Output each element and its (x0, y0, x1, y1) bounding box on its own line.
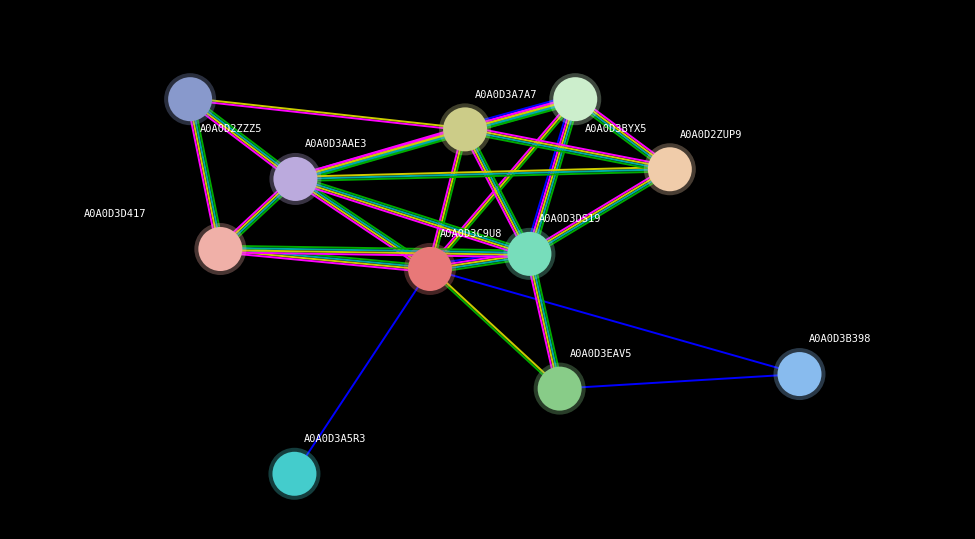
Circle shape (198, 227, 243, 271)
Circle shape (168, 77, 213, 121)
Circle shape (537, 367, 582, 411)
Circle shape (269, 153, 322, 205)
Text: A0A0D3C9U8: A0A0D3C9U8 (440, 229, 502, 239)
Circle shape (164, 73, 216, 125)
Circle shape (408, 247, 452, 291)
Circle shape (273, 157, 318, 201)
Circle shape (194, 223, 247, 275)
Text: A0A0D2ZUP9: A0A0D2ZUP9 (680, 129, 742, 140)
Text: A0A0D3A7A7: A0A0D3A7A7 (475, 89, 537, 100)
Circle shape (647, 147, 692, 191)
Circle shape (404, 243, 456, 295)
Text: A0A0D3B398: A0A0D3B398 (809, 334, 872, 344)
Text: A0A0D3A5R3: A0A0D3A5R3 (304, 434, 367, 444)
Text: A0A0D3EAV5: A0A0D3EAV5 (569, 349, 632, 359)
Circle shape (549, 73, 602, 125)
Circle shape (553, 77, 598, 121)
Circle shape (443, 107, 488, 151)
Circle shape (773, 348, 826, 400)
Text: A0A0D3AAE3: A0A0D3AAE3 (305, 139, 368, 149)
Circle shape (439, 103, 491, 155)
Text: A0A0D3D417: A0A0D3D417 (84, 209, 146, 219)
Text: A0A0D3DS19: A0A0D3DS19 (539, 214, 602, 224)
Circle shape (644, 143, 696, 195)
Circle shape (507, 232, 552, 276)
Circle shape (503, 228, 556, 280)
Text: A0A0D3BYX5: A0A0D3BYX5 (585, 124, 647, 134)
Circle shape (268, 448, 321, 500)
Circle shape (777, 352, 822, 396)
Circle shape (533, 363, 586, 414)
Circle shape (272, 452, 317, 496)
Text: A0A0D2ZZZ5: A0A0D2ZZZ5 (200, 124, 262, 134)
